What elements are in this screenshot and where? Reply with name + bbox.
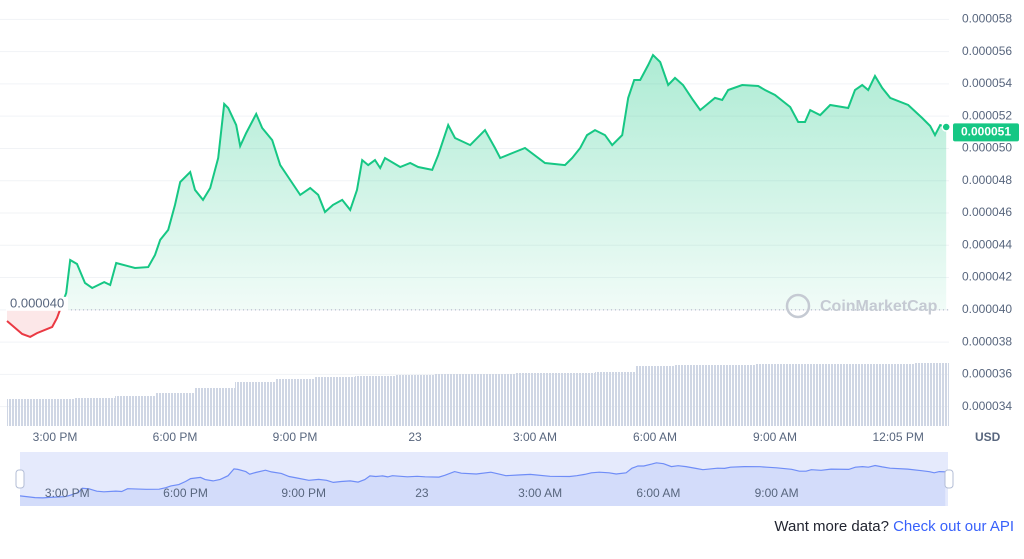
footer: Want more data? Check out our API bbox=[774, 518, 1014, 535]
navigator-series bbox=[20, 462, 946, 506]
navigator-line bbox=[20, 462, 946, 499]
y-tick-label: 0.000044 bbox=[962, 237, 1012, 251]
y-tick-label: 0.000034 bbox=[962, 399, 1012, 413]
volume-bar bbox=[155, 393, 195, 426]
footer-text: Want more data? bbox=[774, 518, 889, 535]
volume-bar bbox=[195, 388, 235, 426]
navigator-tick-label: 9:00 PM bbox=[281, 486, 326, 500]
baseline-label-bg bbox=[6, 296, 68, 311]
y-tick-label: 0.000050 bbox=[962, 141, 1012, 155]
x-tick-label: 6:00 AM bbox=[633, 430, 677, 444]
watermark: CoinMarketCap bbox=[820, 298, 938, 315]
price-line-up bbox=[58, 53, 947, 310]
volume-bar bbox=[235, 382, 275, 426]
navigator-tick-label: 6:00 PM bbox=[163, 486, 208, 500]
volume-bar bbox=[355, 376, 395, 426]
volume-bar bbox=[595, 372, 635, 426]
volume-bar bbox=[715, 365, 755, 426]
area-up bbox=[7, 55, 947, 310]
y-tick-label: 0.000056 bbox=[962, 44, 1012, 58]
volume-bar bbox=[555, 373, 595, 426]
x-tick-label: 9:00 AM bbox=[753, 430, 797, 444]
volume-bar bbox=[875, 364, 915, 426]
volume-bar bbox=[795, 364, 835, 426]
navigator-tick-label: 3:00 AM bbox=[518, 486, 562, 500]
currency-label: USD bbox=[975, 430, 1001, 444]
current-price-label: 0.000051 bbox=[961, 124, 1011, 138]
volume-bar bbox=[395, 375, 435, 426]
navigator-tick-label: 6:00 AM bbox=[636, 486, 680, 500]
footer-link[interactable]: Check out our API bbox=[893, 518, 1014, 535]
area-down bbox=[7, 309, 61, 337]
navigator-tick-label: 23 bbox=[415, 486, 429, 500]
y-tick-label: 0.000038 bbox=[962, 334, 1012, 348]
y-tick-label: 0.000048 bbox=[962, 173, 1012, 187]
y-tick-label: 0.000052 bbox=[962, 108, 1012, 122]
y-tick-label: 0.000040 bbox=[962, 302, 1012, 316]
current-price-box bbox=[953, 123, 1019, 142]
baseline-label: 0.000040 bbox=[10, 295, 64, 310]
volume-bar bbox=[35, 399, 75, 426]
navigator-tick-label: 3:00 PM bbox=[45, 486, 90, 500]
volume-bar bbox=[315, 377, 355, 426]
volume-bar bbox=[475, 374, 515, 426]
volume-bar bbox=[675, 365, 715, 426]
navigator-handle[interactable] bbox=[15, 469, 25, 489]
navigator-handle[interactable] bbox=[944, 469, 954, 489]
x-tick-label: 3:00 PM bbox=[33, 430, 78, 444]
x-tick-label: 9:00 PM bbox=[273, 430, 318, 444]
y-tick-label: 0.000058 bbox=[962, 12, 1012, 26]
volume-bar bbox=[75, 398, 115, 426]
volume-bar bbox=[915, 363, 949, 426]
volume-bar bbox=[635, 366, 675, 426]
y-tick-label: 0.000042 bbox=[962, 270, 1012, 284]
x-tick-label: 23 bbox=[408, 430, 422, 444]
navigator-area bbox=[20, 462, 946, 506]
volume-bar bbox=[515, 373, 555, 426]
y-tick-label: 0.000036 bbox=[962, 367, 1012, 381]
chart: 0.000058 0.000056 0.000054 0.000052 0.000050… bbox=[0, 12, 1019, 506]
current-dot bbox=[941, 122, 951, 132]
x-tick-label: 6:00 PM bbox=[153, 430, 198, 444]
watermark-logo bbox=[785, 293, 811, 319]
volume-bar bbox=[835, 364, 875, 426]
volume-bar bbox=[755, 364, 795, 426]
y-tick-label: 0.000046 bbox=[962, 205, 1012, 219]
volume-bar bbox=[7, 399, 35, 426]
x-tick-label: 12:05 PM bbox=[873, 430, 924, 444]
navigator-tick-label: 9:00 AM bbox=[755, 486, 799, 500]
volume-bar bbox=[275, 379, 315, 426]
x-tick-label: 3:00 AM bbox=[513, 430, 557, 444]
y-tick-label: 0.000054 bbox=[962, 76, 1012, 90]
volume-bar bbox=[115, 396, 155, 426]
volume-bar bbox=[435, 374, 475, 426]
